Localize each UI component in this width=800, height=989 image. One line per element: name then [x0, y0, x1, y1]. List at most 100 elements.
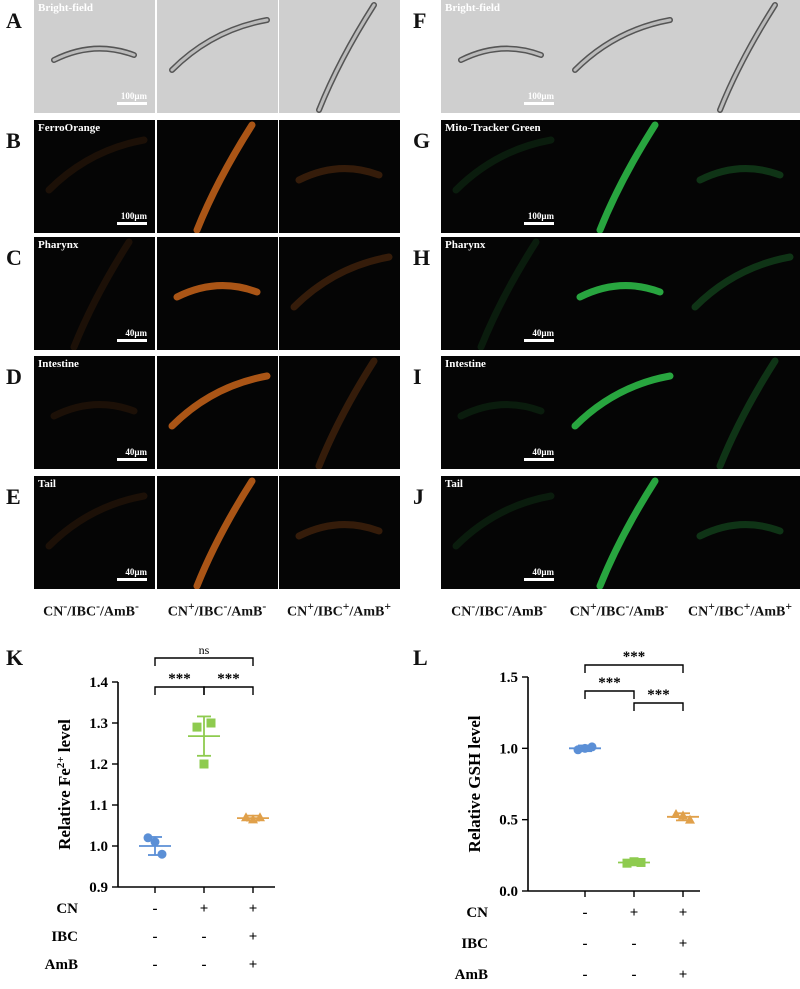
micrograph-title: Pharynx	[445, 239, 485, 251]
micrograph-image	[560, 476, 681, 589]
panel-label-e: E	[6, 484, 21, 510]
micrograph-title: Intestine	[445, 358, 486, 370]
treatment-sign: -	[153, 929, 158, 945]
treatment-row-label: CN	[56, 901, 78, 917]
micrograph-image	[279, 356, 400, 469]
worm-fluorescence	[720, 361, 775, 466]
treatment-row-label: AmB	[455, 967, 488, 983]
treatment-row-label: CN	[466, 905, 488, 921]
micrograph-j-3	[680, 476, 800, 589]
treatment-sign: -	[202, 957, 207, 973]
condition-sign: -	[262, 600, 266, 613]
worm-fluorescence	[481, 242, 536, 347]
micrograph-f-3	[680, 0, 800, 113]
treatment-sign: +	[249, 929, 258, 945]
condition-label-left-2: CN+/IBC-/AmB-	[152, 600, 282, 621]
scale-bar-line	[117, 102, 147, 105]
micrograph-title: Tail	[445, 478, 463, 490]
y-tick-label: 1.4	[89, 675, 108, 691]
panel-label-a: A	[6, 8, 22, 34]
micrograph-c-1: Pharynx 40μm	[34, 237, 155, 350]
y-axis-label: Relative GSH level	[465, 715, 484, 852]
micrograph-title: Bright-field	[38, 2, 93, 14]
data-point	[200, 760, 209, 769]
micrograph-image	[560, 237, 681, 350]
treatment-sign: -	[632, 967, 637, 983]
micrograph-h-2	[560, 237, 681, 350]
treatment-sign: +	[249, 901, 258, 917]
treatment-sign: -	[632, 936, 637, 952]
micrograph-j-2	[560, 476, 681, 589]
micrograph-image	[680, 120, 800, 233]
data-point	[630, 857, 639, 866]
micrograph-a-3	[279, 0, 400, 113]
worm-fluorescence	[172, 376, 267, 426]
condition-text: CN	[287, 605, 307, 620]
condition-text: CN	[168, 605, 188, 620]
worm-fluorescence	[294, 257, 389, 307]
micrograph-title: Bright-field	[445, 2, 500, 14]
condition-text: /AmB	[750, 605, 785, 620]
micrograph-image	[560, 0, 681, 113]
scale-bar-line	[117, 578, 147, 581]
micrograph-a-2	[157, 0, 278, 113]
micrograph-image	[279, 0, 400, 113]
scale-bar-line	[117, 458, 147, 461]
micrograph-image	[157, 356, 278, 469]
data-point	[158, 850, 167, 859]
y-tick-label: 1.0	[499, 741, 518, 757]
significance-label: ***	[217, 671, 240, 687]
condition-sign: +	[785, 600, 792, 613]
treatment-sign: +	[630, 905, 639, 921]
micrograph-g-3	[680, 120, 800, 233]
condition-sign: +	[307, 600, 314, 613]
condition-label-right-1: CN-/IBC-/AmB-	[434, 600, 564, 621]
worm-fluorescence	[575, 376, 670, 426]
treatment-sign: -	[202, 929, 207, 945]
scale-bar-line	[524, 222, 554, 225]
micrograph-c-3	[279, 237, 400, 350]
scale-bar-line	[524, 102, 554, 105]
scale-bar: 40μm	[117, 578, 147, 581]
y-tick-label: 1.5	[499, 670, 518, 686]
condition-text: /IBC	[715, 605, 744, 620]
micrograph-title: Intestine	[38, 358, 79, 370]
scale-bar: 40μm	[524, 578, 554, 581]
micrograph-image	[680, 237, 800, 350]
worm-fluorescence	[461, 405, 541, 416]
condition-text: /IBC	[475, 605, 504, 620]
scale-bar-label: 40μm	[125, 567, 147, 577]
condition-text: /IBC	[195, 605, 224, 620]
worm-fluorescence	[299, 169, 379, 180]
significance-label: ***	[647, 687, 670, 703]
micrograph-g-2	[560, 120, 681, 233]
significance-bracket	[585, 691, 634, 699]
micrograph-i-3	[680, 356, 800, 469]
treatment-sign: -	[153, 957, 158, 973]
y-tick-label: 0.0	[499, 884, 518, 900]
treatment-sign: +	[249, 957, 258, 973]
condition-sign: -	[543, 600, 547, 613]
worm-fluorescence	[74, 242, 129, 347]
worm-interior	[172, 20, 267, 70]
worm-fluorescence	[49, 496, 144, 546]
y-tick-label: 0.9	[89, 880, 108, 896]
significance-bracket	[155, 658, 253, 666]
significance-label: ns	[199, 643, 210, 657]
scale-bar-line	[117, 339, 147, 342]
worm-fluorescence	[197, 481, 252, 586]
micrograph-e-1: Tail 40μm	[34, 476, 155, 589]
worm-fluorescence	[49, 140, 144, 190]
y-tick-label: 1.3	[89, 716, 108, 732]
scale-bar-label: 100μm	[528, 91, 554, 101]
micrograph-image	[157, 0, 278, 113]
micrograph-e-2	[157, 476, 278, 589]
treatment-sign: +	[200, 901, 209, 917]
scale-bar-label: 40μm	[125, 447, 147, 457]
scale-bar: 40μm	[117, 339, 147, 342]
worm-fluorescence	[700, 525, 780, 536]
worm-fluorescence	[319, 361, 374, 466]
micrograph-image	[279, 237, 400, 350]
condition-text: /AmB	[100, 605, 135, 620]
worm-fluorescence	[177, 286, 257, 297]
